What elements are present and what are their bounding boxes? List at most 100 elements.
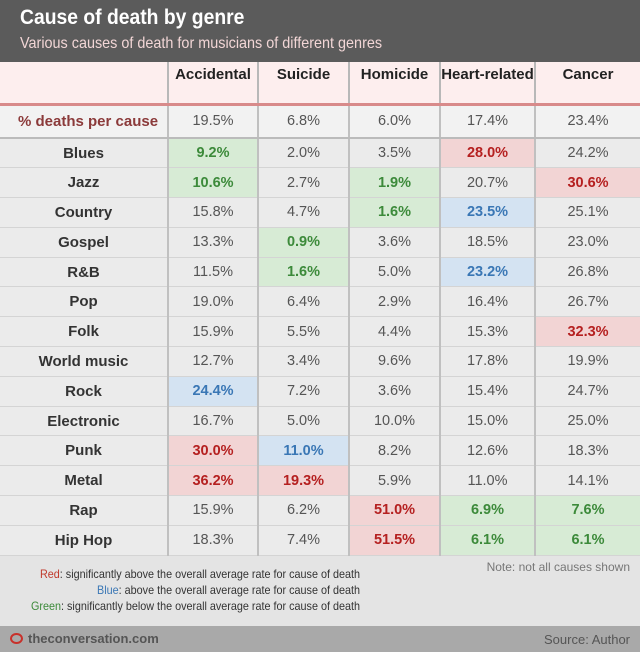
legend-key: Green	[30, 599, 62, 613]
column-header: Cancer	[534, 62, 640, 104]
value-cell: 24.2%	[534, 138, 640, 169]
table-row: Electronic 16.7% 5.0% 10.0% 15.0% 25.0%	[0, 406, 640, 437]
genre-label: World music	[0, 346, 168, 377]
table-row: Metal 36.2% 19.3% 5.9% 11.0% 14.1%	[0, 465, 640, 497]
value-cell: 11.5%	[167, 257, 258, 288]
value-cell: 8.2%	[348, 435, 440, 467]
value-cell: 9.6%	[348, 346, 440, 377]
value-cell: 30.0%	[167, 435, 258, 467]
header-bar: Cause of death by genre Various causes o…	[0, 0, 640, 62]
value-cell: 2.0%	[257, 138, 349, 169]
value-cell: 24.7%	[534, 376, 640, 407]
value-cell: 0.9%	[257, 227, 349, 258]
value-cell: 9.2%	[167, 138, 258, 169]
value-cell: 28.0%	[439, 138, 535, 169]
average-label: % deaths per cause	[0, 104, 168, 139]
source: Source: Author	[544, 632, 630, 647]
legend-key: Red	[39, 567, 60, 581]
value-cell: 15.0%	[439, 406, 535, 437]
column-header: Suicide	[257, 62, 349, 104]
column-header: Heart-related	[439, 62, 535, 104]
legend-key: Blue	[97, 583, 119, 597]
value-cell: 3.5%	[348, 138, 440, 169]
genre-label: Rap	[0, 495, 168, 526]
legend-text: : significantly above the overall averag…	[59, 567, 361, 581]
value-cell: 17.8%	[439, 346, 535, 377]
chart-title: Cause of death by genre	[20, 6, 245, 29]
average-row: % deaths per cause 19.5% 6.8% 6.0% 17.4% 23.4…	[0, 104, 640, 139]
value-cell: 19.0%	[167, 286, 258, 318]
legend-item: Blue: above the overall average rate for…	[0, 582, 360, 598]
value-cell: 32.3%	[534, 316, 640, 348]
value-cell: 30.6%	[534, 167, 640, 199]
table-row: Blues 9.2% 2.0% 3.5% 28.0% 24.2%	[0, 138, 640, 169]
value-cell: 26.8%	[534, 257, 640, 288]
value-cell: 15.4%	[439, 376, 535, 407]
value-cell: 15.9%	[167, 495, 258, 526]
value-cell: 10.6%	[167, 167, 258, 199]
value-cell: 4.4%	[348, 316, 440, 348]
genre-label: Rock	[0, 376, 168, 407]
value-cell: 7.4%	[257, 525, 349, 556]
value-cell: 10.0%	[348, 406, 440, 437]
value-cell: 23.0%	[534, 227, 640, 258]
value-cell: 23.2%	[439, 257, 535, 288]
value-cell: 7.2%	[257, 376, 349, 407]
table-row: Gospel 13.3% 0.9% 3.6% 18.5% 23.0%	[0, 227, 640, 258]
genre-label: Country	[0, 197, 168, 228]
value-cell: 12.7%	[167, 346, 258, 377]
value-cell: 2.7%	[257, 167, 349, 199]
value-cell: 24.4%	[167, 376, 258, 407]
value-cell: 25.0%	[534, 406, 640, 437]
value-cell: 7.6%	[534, 495, 640, 526]
corner-cell	[0, 62, 168, 104]
average-value: 17.4%	[439, 104, 535, 139]
speech-bubble-icon	[10, 633, 23, 644]
table-row: Folk 15.9% 5.5% 4.4% 15.3% 32.3%	[0, 316, 640, 348]
column-header: Accidental	[167, 62, 258, 104]
value-cell: 16.7%	[167, 406, 258, 437]
column-header: Homicide	[348, 62, 440, 104]
table-row: Punk 30.0% 11.0% 8.2% 12.6% 18.3%	[0, 435, 640, 467]
genre-label: Jazz	[0, 167, 168, 199]
value-cell: 20.7%	[439, 167, 535, 199]
value-cell: 6.4%	[257, 286, 349, 318]
table-row: Rap 15.9% 6.2% 51.0% 6.9% 7.6%	[0, 495, 640, 526]
data-table: Accidental Suicide Homicide Heart-related Ca…	[0, 62, 640, 556]
average-value: 19.5%	[167, 104, 258, 139]
value-cell: 18.3%	[167, 525, 258, 556]
genre-label: Punk	[0, 435, 168, 467]
site-logo[interactable]: theconversation.com	[10, 631, 159, 646]
value-cell: 3.6%	[348, 376, 440, 407]
value-cell: 6.1%	[439, 525, 535, 556]
footer: theconversation.com Source: Author	[0, 626, 640, 652]
value-cell: 4.7%	[257, 197, 349, 228]
value-cell: 26.7%	[534, 286, 640, 318]
value-cell: 11.0%	[439, 465, 535, 497]
value-cell: 2.9%	[348, 286, 440, 318]
table-row: Hip Hop 18.3% 7.4% 51.5% 6.1% 6.1%	[0, 525, 640, 556]
table-row: Country 15.8% 4.7% 1.6% 23.5% 25.1%	[0, 197, 640, 228]
legend-text: : significantly below the overall averag…	[61, 599, 361, 613]
value-cell: 25.1%	[534, 197, 640, 228]
value-cell: 14.1%	[534, 465, 640, 497]
value-cell: 3.4%	[257, 346, 349, 377]
value-cell: 12.6%	[439, 435, 535, 467]
value-cell: 16.4%	[439, 286, 535, 318]
value-cell: 19.9%	[534, 346, 640, 377]
average-value: 6.8%	[257, 104, 349, 139]
legend-text: : above the overall average rate for cau…	[118, 583, 360, 597]
value-cell: 11.0%	[257, 435, 349, 467]
genre-label: Folk	[0, 316, 168, 348]
table-row: Jazz 10.6% 2.7% 1.9% 20.7% 30.6%	[0, 167, 640, 199]
table-row: Rock 24.4% 7.2% 3.6% 15.4% 24.7%	[0, 376, 640, 407]
value-cell: 5.0%	[348, 257, 440, 288]
average-value: 23.4%	[534, 104, 640, 139]
value-cell: 36.2%	[167, 465, 258, 497]
value-cell: 6.1%	[534, 525, 640, 556]
value-cell: 18.5%	[439, 227, 535, 258]
value-cell: 13.3%	[167, 227, 258, 258]
value-cell: 51.0%	[348, 495, 440, 526]
legend-item: Red: significantly above the overall ave…	[0, 566, 360, 582]
note: Note: not all causes shown	[486, 560, 630, 574]
